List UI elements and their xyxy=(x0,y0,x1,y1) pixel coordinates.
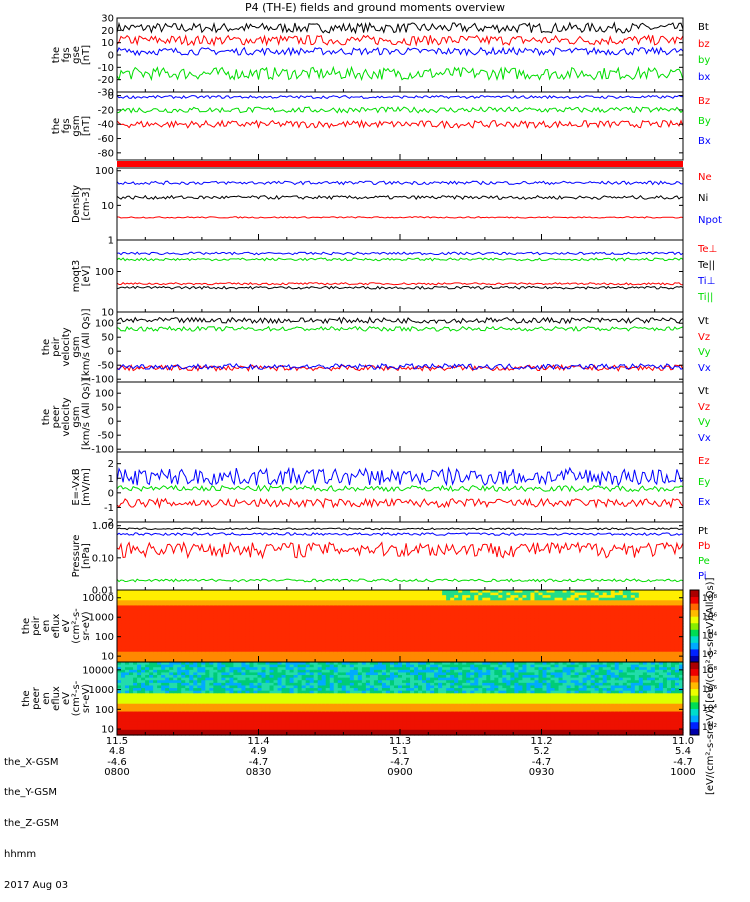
y-tick-label: 1000 xyxy=(89,613,114,624)
series-ti-line xyxy=(117,252,683,255)
series-vt-line xyxy=(117,318,683,324)
series-ez-line xyxy=(117,499,683,508)
y-tick-label: -100 xyxy=(91,445,114,456)
series-ex-line xyxy=(117,468,683,486)
y-tick-label: 0 xyxy=(108,91,114,102)
series-te-line xyxy=(117,283,683,285)
y-tick-label: 100 xyxy=(95,389,114,400)
series-npot-line xyxy=(117,181,683,184)
series-ne-line xyxy=(117,217,683,218)
flag-bar xyxy=(117,161,683,167)
y-tick-label: 0 xyxy=(108,488,114,499)
y-tick-label: 10 xyxy=(101,201,114,212)
y-tick-label: -80 xyxy=(98,148,114,159)
y-tick-label: -20 xyxy=(98,105,114,116)
series-bz-line xyxy=(117,35,683,45)
y-tick-label: 0 xyxy=(108,347,114,358)
panel-frame xyxy=(117,18,683,92)
series-by-line xyxy=(117,67,683,79)
y-tick-label: 1 xyxy=(108,474,114,485)
y-tick-label: 100 xyxy=(95,267,114,278)
y-tick-label: 0.10 xyxy=(92,553,114,564)
y-tick-label: 50 xyxy=(101,333,114,344)
series-ni-line xyxy=(117,196,683,200)
series-by-line xyxy=(117,107,683,113)
y-tick-label: 1.00 xyxy=(92,521,114,532)
y-tick-label: 20 xyxy=(101,26,114,37)
series-vy-line xyxy=(117,327,683,331)
y-tick-label: -20 xyxy=(98,75,114,86)
y-tick-label: -10 xyxy=(98,63,114,74)
series-ey-line xyxy=(117,486,683,492)
y-tick-label: -40 xyxy=(98,120,114,131)
series-bx-line xyxy=(117,96,683,99)
y-tick-label: 1 xyxy=(108,236,114,247)
series-pt-line xyxy=(117,528,683,530)
y-tick-label: 0 xyxy=(108,51,114,62)
y-tick-label: 0 xyxy=(108,417,114,428)
series-bx-line xyxy=(117,48,683,55)
series-pi-line xyxy=(117,533,683,536)
y-tick-label: -1 xyxy=(104,503,114,514)
series-bz-line xyxy=(117,121,683,128)
y-tick-label: 100 xyxy=(95,319,114,330)
y-tick-label: -50 xyxy=(98,361,114,372)
y-tick-label: 10 xyxy=(101,308,114,319)
panel-frame xyxy=(117,240,683,312)
y-tick-label: -60 xyxy=(98,134,114,145)
plot-canvas: -30-20-100102030-80-60-40-20011010010100… xyxy=(0,0,750,800)
panel-frame xyxy=(117,168,683,240)
series-pe-line xyxy=(117,579,683,582)
y-tick-label: -100 xyxy=(91,375,114,386)
y-tick-label: 100 xyxy=(95,632,114,643)
y-tick-label: 30 xyxy=(101,14,114,25)
y-tick-label: -50 xyxy=(98,431,114,442)
series-ti-line xyxy=(117,258,683,261)
series-bt-line xyxy=(117,23,683,33)
series-pb-line xyxy=(117,543,683,558)
y-tick-label: 10 xyxy=(101,38,114,49)
series-te-line xyxy=(117,286,683,289)
panel-frame xyxy=(117,382,683,452)
y-tick-label: 2 xyxy=(108,459,114,470)
y-tick-label: 100 xyxy=(95,166,114,177)
y-tick-label: 10 xyxy=(101,652,114,663)
y-tick-label: 50 xyxy=(101,403,114,414)
